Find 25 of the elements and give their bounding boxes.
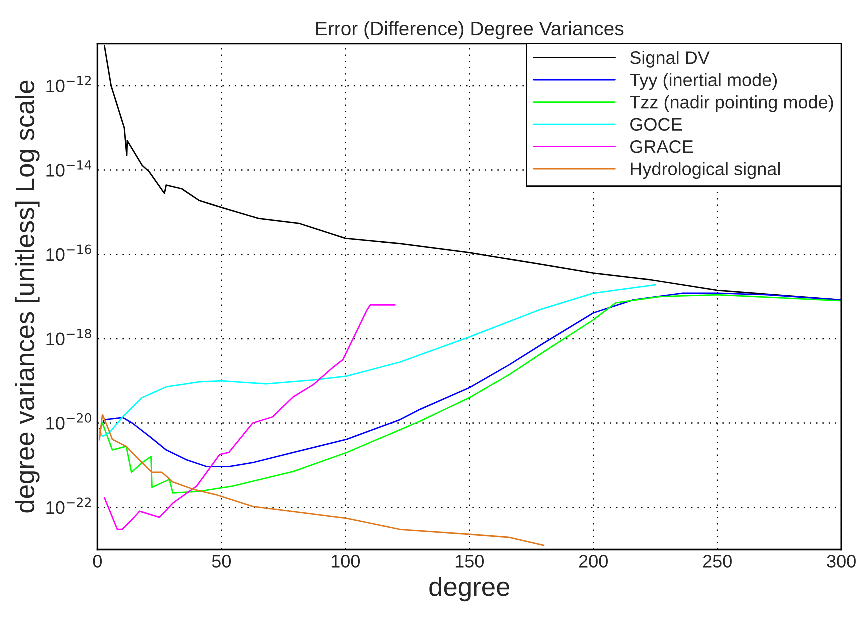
y-tick-label: 10$^{−14}$ (46, 160, 92, 177)
legend-label: Hydrological signal (631, 162, 780, 180)
legend-label: Tzz (nadir pointing mode) (630, 96, 834, 112)
y-tick-label: 10$^{−22}$ (46, 498, 92, 514)
x-axis-title: degree (430, 576, 510, 602)
legend-label: GOCE (630, 118, 682, 132)
y-tick-label: 10$^{−16}$ (46, 244, 92, 262)
chart-title: Error (Difference) Degree Variances (316, 21, 624, 40)
y-axis-title: degree variances [unitless] Log scale (15, 80, 40, 513)
x-tick-label: 300 (827, 555, 856, 568)
x-tick-label: 100 (332, 555, 360, 568)
y-tick-label: 10$^{−12}$ (46, 76, 92, 93)
y-tick-label: 10$^{−20}$ (46, 413, 92, 430)
x-tick-label: 250 (703, 555, 732, 568)
y-tick-label: 10$^{−18}$ (46, 329, 92, 346)
x-tick-label: 0 (93, 555, 102, 568)
legend-label: Signal DV (630, 51, 710, 68)
x-tick-label: 200 (579, 555, 608, 568)
x-tick-label: 50 (212, 555, 232, 568)
line-series (104, 304, 396, 530)
legend-label: GRACE (630, 140, 694, 154)
line-series (98, 284, 656, 438)
legend-label: Tyy (inertial mode) (630, 73, 778, 90)
x-tick-label: 150 (456, 555, 484, 568)
line-series (98, 414, 545, 546)
